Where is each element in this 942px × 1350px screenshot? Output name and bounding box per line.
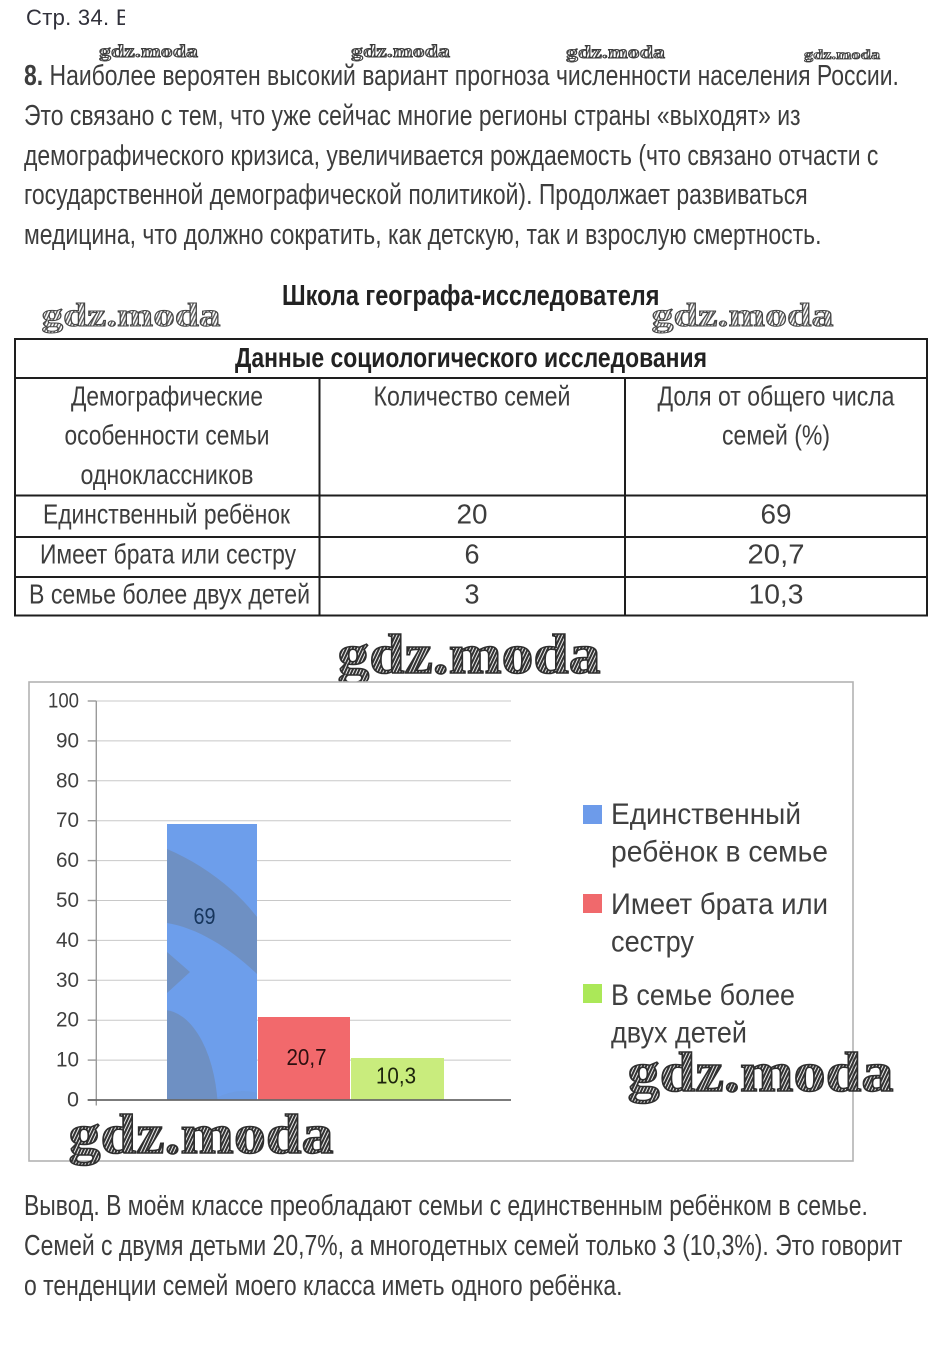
svg-text:Имеет брата или сестру: Имеет брата или сестру bbox=[40, 539, 296, 570]
svg-text:особенности семьи: особенности семьи bbox=[65, 420, 270, 451]
svg-text:двух детей: двух детей bbox=[611, 1017, 747, 1050]
svg-text:gdz.moda: gdz.moda bbox=[804, 48, 880, 63]
svg-text:20,7: 20,7 bbox=[748, 539, 805, 570]
svg-text:gdz.moda: gdz.moda bbox=[69, 1104, 334, 1166]
svg-text:gdz.moda: gdz.moda bbox=[566, 42, 665, 62]
svg-text:Единственный: Единственный bbox=[611, 798, 801, 831]
svg-text:30: 30 bbox=[56, 969, 79, 992]
svg-text:0: 0 bbox=[67, 1089, 79, 1112]
svg-text:10,3: 10,3 bbox=[376, 1063, 416, 1089]
svg-text:6: 6 bbox=[465, 539, 480, 570]
svg-text:семей (%): семей (%) bbox=[722, 420, 830, 451]
svg-text:10,3: 10,3 bbox=[749, 579, 804, 610]
svg-text:gdz.moda: gdz.moda bbox=[628, 1042, 894, 1104]
svg-text:80: 80 bbox=[56, 769, 79, 792]
svg-text:Имеет брата или: Имеет брата или bbox=[611, 888, 828, 921]
svg-text:10: 10 bbox=[56, 1049, 79, 1072]
svg-text:Количество семей: Количество семей bbox=[374, 381, 571, 412]
svg-text:60: 60 bbox=[56, 849, 79, 872]
svg-text:сестру: сестру bbox=[611, 926, 694, 959]
svg-text:20: 20 bbox=[457, 499, 488, 530]
svg-text:90: 90 bbox=[56, 729, 79, 752]
svg-text:69: 69 bbox=[194, 903, 216, 929]
svg-text:В семье более: В семье более bbox=[611, 979, 795, 1012]
svg-text:50: 50 bbox=[56, 889, 79, 912]
svg-text:3: 3 bbox=[465, 579, 480, 610]
svg-text:Демографические: Демографические bbox=[71, 381, 263, 412]
svg-text:Данные социологического исслед: Данные социологического исследования bbox=[235, 342, 707, 373]
svg-text:100: 100 bbox=[48, 690, 79, 713]
svg-text:gdz.moda: gdz.moda bbox=[99, 41, 198, 61]
svg-text:В семье более двух детей: В семье более двух детей bbox=[29, 579, 310, 610]
svg-text:Единственный ребёнок: Единственный ребёнок bbox=[43, 499, 291, 530]
svg-text:gdz.moda: gdz.moda bbox=[338, 624, 601, 686]
svg-text:одноклассников: одноклассников bbox=[81, 459, 254, 490]
svg-text:20: 20 bbox=[56, 1009, 79, 1032]
svg-text:70: 70 bbox=[56, 809, 79, 832]
svg-text:40: 40 bbox=[56, 929, 79, 952]
svg-text:gdz.moda: gdz.moda bbox=[652, 298, 834, 334]
svg-text:ребёнок в семье: ребёнок в семье bbox=[611, 836, 828, 869]
svg-text:Доля от общего числа: Доля от общего числа bbox=[658, 381, 895, 412]
svg-text:gdz.moda: gdz.moda bbox=[351, 41, 450, 61]
svg-text:69: 69 bbox=[761, 499, 792, 530]
svg-text:20,7: 20,7 bbox=[287, 1044, 327, 1070]
svg-text:gdz.moda: gdz.moda bbox=[42, 298, 221, 334]
